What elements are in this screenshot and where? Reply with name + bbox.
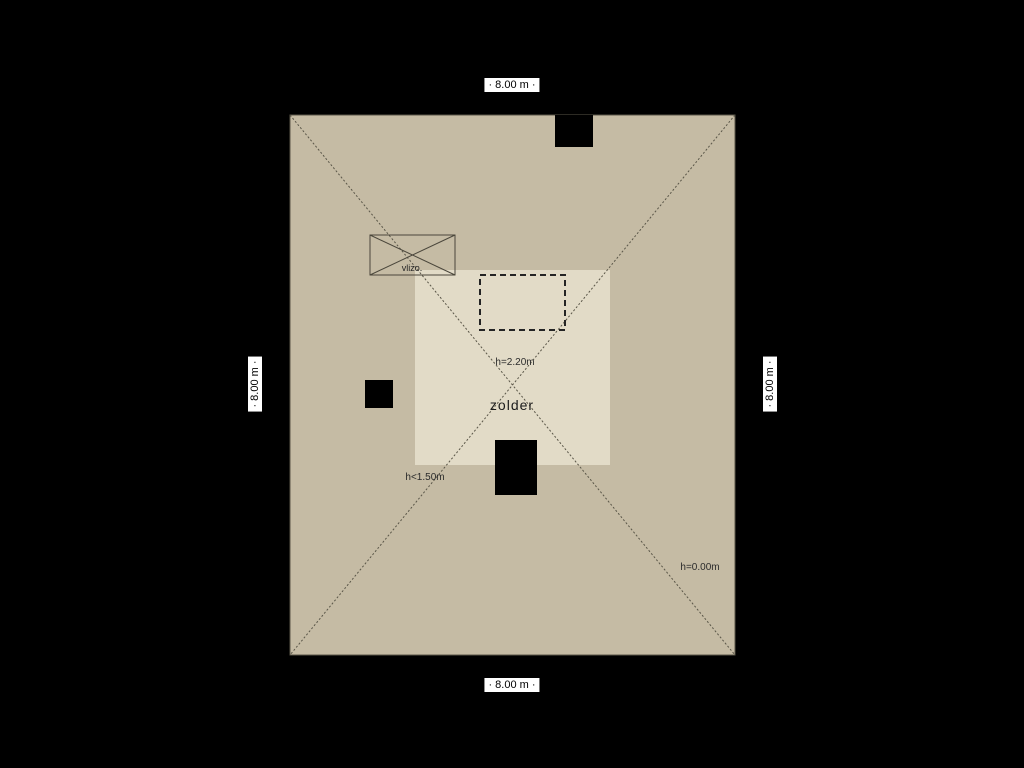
room-label: zolder: [490, 397, 534, 413]
height-label-150: h<1.50m: [405, 472, 444, 483]
floorplan-canvas: vlizo. zolder h=2.20m h<1.50m h=0.00m: [0, 0, 1024, 768]
dimension-right: · 8.00 m ·: [763, 356, 777, 411]
chimney-block-left: [365, 380, 393, 408]
chimney-block-top: [555, 115, 593, 147]
height-label-220: h=2.20m: [495, 357, 534, 368]
height-label-000: h=0.00m: [680, 562, 719, 573]
dimension-top: · 8.00 m ·: [484, 78, 539, 92]
vlizo-label: vlizo.: [402, 263, 423, 273]
dimension-left: · 8.00 m ·: [248, 356, 262, 411]
chimney-block-bottom: [495, 440, 537, 495]
dimension-bottom: · 8.00 m ·: [484, 678, 539, 692]
